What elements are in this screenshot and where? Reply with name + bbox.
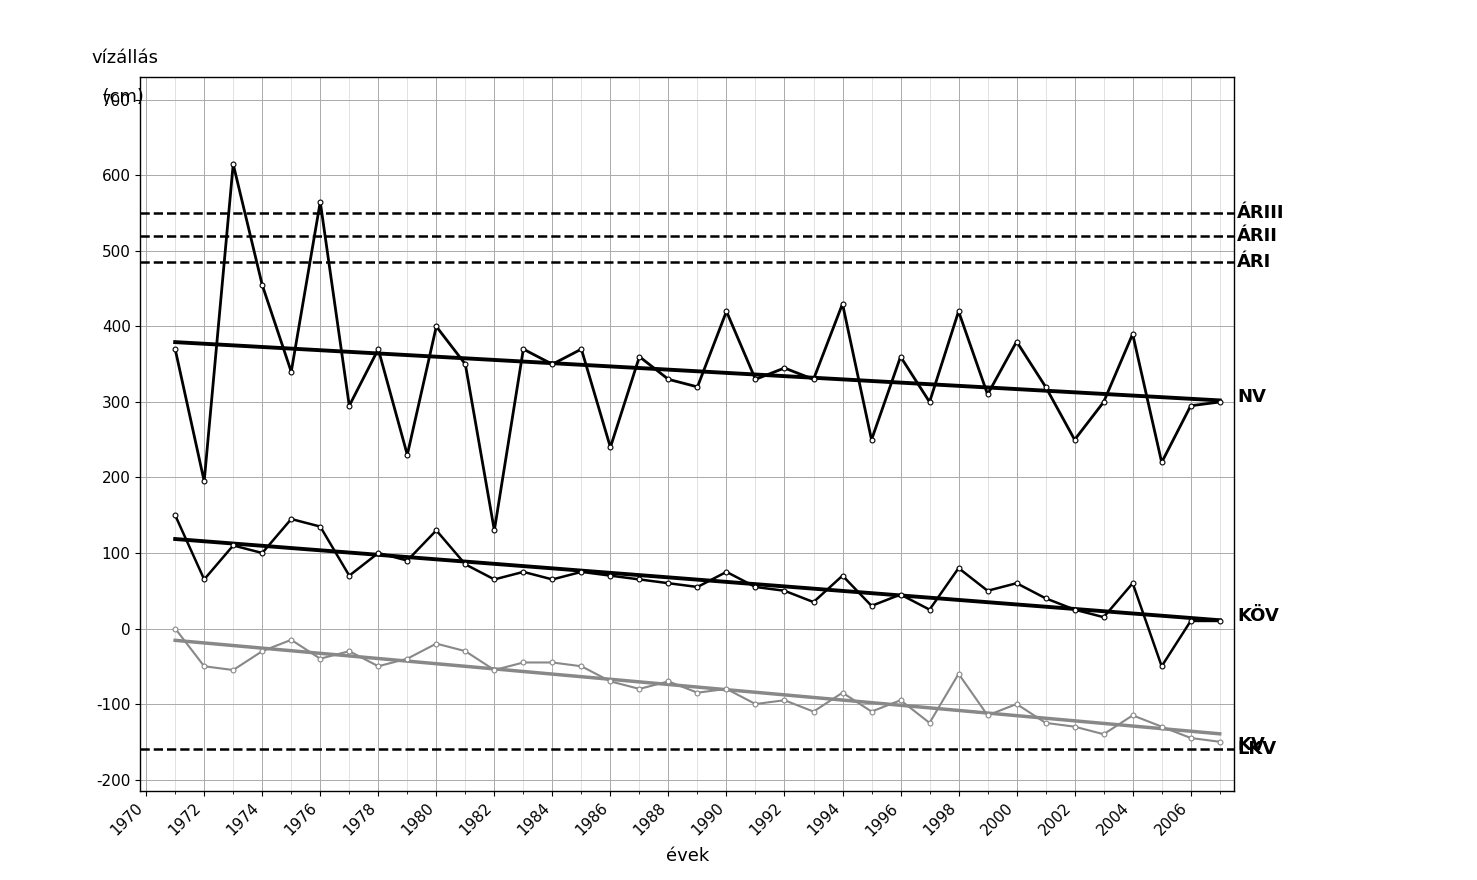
Text: ÁRIII: ÁRIII xyxy=(1238,204,1285,223)
Text: ÁRII: ÁRII xyxy=(1238,227,1278,245)
Text: KÖV: KÖV xyxy=(1238,607,1279,626)
X-axis label: évek: évek xyxy=(666,847,709,865)
Text: NV: NV xyxy=(1238,388,1266,406)
Text: KV: KV xyxy=(1238,737,1264,754)
Text: LKV: LKV xyxy=(1238,740,1276,759)
Text: vízállás: vízállás xyxy=(92,48,158,67)
Text: ÁRI: ÁRI xyxy=(1238,253,1272,271)
Text: (cm): (cm) xyxy=(92,88,145,106)
